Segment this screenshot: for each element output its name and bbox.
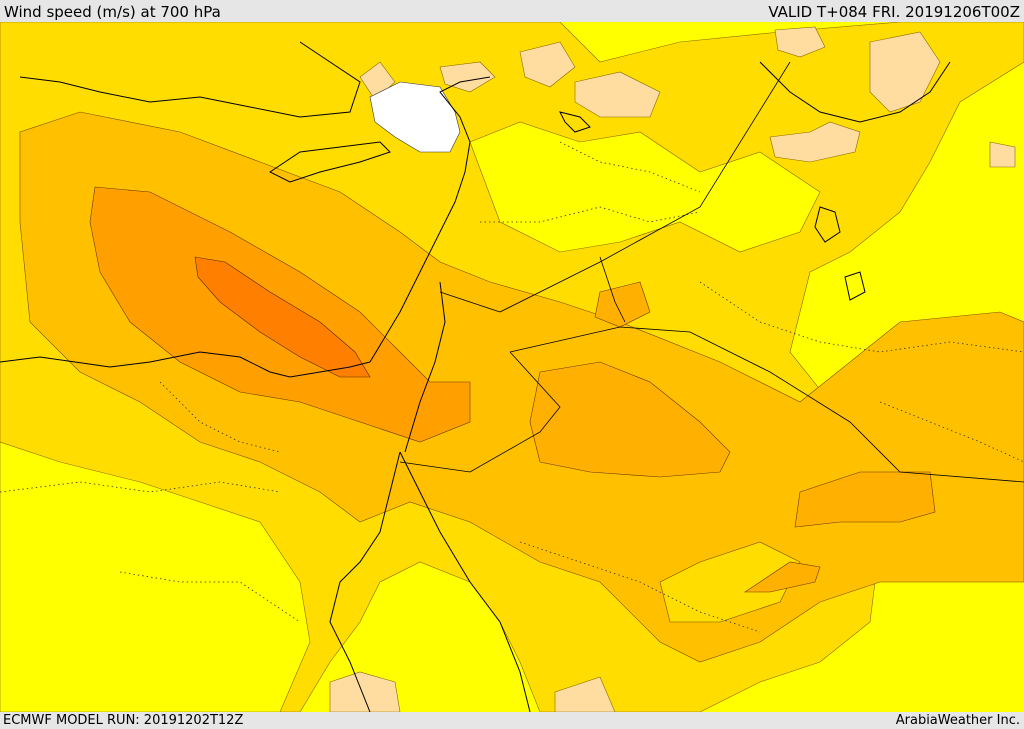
internal-boundaries	[0, 141, 1024, 633]
wind-level-4-area	[744, 561, 821, 593]
wind-level-3-area	[19, 111, 1024, 663]
coastlines	[0, 41, 951, 712]
credit-label: ArabiaWeather Inc.	[895, 713, 1020, 728]
wind-level-4-area	[529, 361, 731, 478]
model-run-label: ECMWF MODEL RUN: 20191202T12Z	[3, 713, 244, 728]
wind-speed-map	[0, 22, 1024, 712]
political-borders	[399, 61, 1024, 483]
wind-level-5-area	[194, 256, 371, 378]
wind-level-4-area	[594, 281, 651, 328]
wind-level-4-area	[794, 471, 936, 528]
map-header: Wind speed (m/s) at 700 hPa VALID T+084 …	[0, 0, 1024, 22]
calm-wind-white-patch	[369, 81, 461, 153]
calm-wind-patches	[329, 26, 1016, 712]
valid-time: VALID T+084 FRI. 20191206T00Z	[768, 3, 1020, 21]
wind-level-2-area	[469, 121, 821, 253]
map-title: Wind speed (m/s) at 700 hPa	[4, 3, 221, 21]
wind-level-2-area	[0, 441, 311, 712]
map-footer: ECMWF MODEL RUN: 20191202T12Z ArabiaWeat…	[0, 712, 1024, 729]
